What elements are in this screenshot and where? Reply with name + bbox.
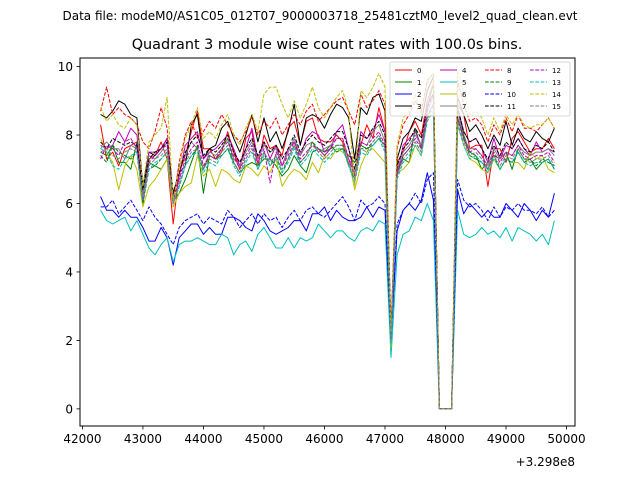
series-line-14 <box>100 69 555 410</box>
legend-label-9: 9 <box>507 79 511 87</box>
plot-series-group <box>100 69 555 410</box>
legend-label-2: 2 <box>417 91 421 99</box>
legend-label-11: 11 <box>507 103 516 111</box>
series-line-12 <box>100 103 555 410</box>
series-line-1 <box>100 83 555 410</box>
x-axis-offset-label: +3.298e8 <box>516 455 575 469</box>
series-line-11 <box>100 93 555 410</box>
legend-label-15: 15 <box>552 103 561 111</box>
y-tick-label: 2 <box>65 334 73 348</box>
x-tick-label: 42000 <box>63 432 101 446</box>
series-line-6 <box>100 114 555 410</box>
legend-label-8: 8 <box>507 67 511 75</box>
legend-label-10: 10 <box>507 91 516 99</box>
legend-label-0: 0 <box>417 67 421 75</box>
x-tick-label: 50000 <box>547 432 585 446</box>
legend-box <box>389 61 571 117</box>
legend-label-7: 7 <box>462 103 466 111</box>
legend-label-1: 1 <box>417 79 421 87</box>
x-axis: 42000 43000 44000 45000 46000 47000 48000 49000… <box>63 426 586 446</box>
x-tick-label: 44000 <box>184 432 222 446</box>
series-line-5 <box>100 203 555 410</box>
x-tick-label: 45000 <box>245 432 283 446</box>
y-tick-label: 10 <box>58 60 73 74</box>
figure-suptitle: Data file: modeM0/AS1C05_012T07_90000037… <box>62 9 577 23</box>
x-tick-label: 46000 <box>305 432 343 446</box>
chart-title: Quadrant 3 module wise count rates with … <box>132 37 523 53</box>
legend-label-3: 3 <box>417 103 421 111</box>
axes-frame <box>79 57 576 427</box>
x-tick-label: 43000 <box>124 432 162 446</box>
legend-label-6: 6 <box>462 91 467 99</box>
legend-label-13: 13 <box>552 79 561 87</box>
x-tick-label: 49000 <box>487 432 525 446</box>
series-line-8 <box>100 72 555 410</box>
y-tick-label: 4 <box>65 265 73 279</box>
x-tick-label: 47000 <box>366 432 404 446</box>
legend-label-5: 5 <box>462 79 466 87</box>
y-tick-label: 8 <box>65 129 73 143</box>
x-tick-label: 48000 <box>426 432 464 446</box>
series-line-9 <box>100 103 555 410</box>
y-tick-label: 0 <box>65 402 73 416</box>
legend-label-14: 14 <box>552 91 561 99</box>
legend-label-12: 12 <box>552 67 561 75</box>
y-tick-label: 6 <box>65 197 73 211</box>
series-line-15 <box>100 107 555 410</box>
legend-label-4: 4 <box>462 67 467 75</box>
series-line-13 <box>100 110 555 410</box>
series-line-2 <box>100 172 555 410</box>
y-axis: 0 2 4 6 8 10 <box>58 60 80 416</box>
series-line-10 <box>100 172 555 410</box>
